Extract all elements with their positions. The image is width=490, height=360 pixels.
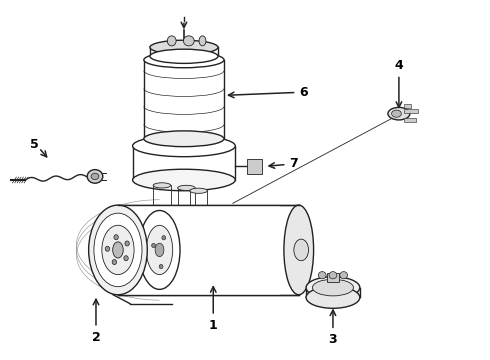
Bar — [404, 109, 418, 113]
Ellipse shape — [133, 169, 235, 191]
Ellipse shape — [124, 256, 128, 261]
Text: 4: 4 — [394, 59, 403, 107]
Ellipse shape — [306, 287, 360, 308]
Ellipse shape — [284, 205, 314, 295]
Ellipse shape — [162, 235, 166, 240]
Ellipse shape — [112, 260, 117, 265]
Ellipse shape — [144, 52, 224, 68]
Ellipse shape — [159, 264, 163, 269]
Ellipse shape — [155, 243, 164, 257]
Text: 1: 1 — [209, 287, 218, 332]
Ellipse shape — [183, 36, 194, 46]
Ellipse shape — [151, 243, 155, 248]
Ellipse shape — [87, 170, 103, 183]
Ellipse shape — [150, 49, 218, 63]
Ellipse shape — [329, 272, 337, 279]
Ellipse shape — [318, 272, 326, 279]
Ellipse shape — [150, 40, 218, 54]
Ellipse shape — [102, 225, 134, 275]
Text: 7: 7 — [269, 157, 298, 170]
Ellipse shape — [199, 36, 206, 46]
Ellipse shape — [94, 213, 142, 287]
Ellipse shape — [294, 239, 309, 261]
FancyBboxPatch shape — [118, 205, 280, 295]
Bar — [306, 288, 360, 297]
Text: 5: 5 — [29, 138, 38, 150]
Ellipse shape — [313, 279, 353, 296]
FancyBboxPatch shape — [247, 159, 262, 174]
Bar — [404, 104, 411, 108]
Ellipse shape — [167, 36, 176, 46]
Ellipse shape — [91, 173, 99, 180]
Ellipse shape — [89, 205, 147, 295]
Ellipse shape — [153, 183, 171, 188]
Ellipse shape — [139, 211, 180, 289]
Ellipse shape — [114, 235, 118, 240]
Ellipse shape — [190, 188, 207, 193]
Ellipse shape — [306, 277, 360, 298]
Ellipse shape — [340, 272, 347, 279]
Bar — [327, 273, 339, 282]
Ellipse shape — [177, 185, 195, 190]
Ellipse shape — [392, 110, 401, 117]
Ellipse shape — [144, 131, 224, 147]
Text: 2: 2 — [92, 299, 100, 343]
Ellipse shape — [388, 107, 410, 120]
Text: 3: 3 — [329, 310, 337, 346]
Ellipse shape — [125, 241, 129, 246]
Ellipse shape — [113, 242, 123, 258]
Ellipse shape — [147, 225, 172, 275]
Bar — [404, 118, 416, 122]
Ellipse shape — [105, 246, 110, 251]
Ellipse shape — [133, 135, 235, 157]
Text: 6: 6 — [228, 86, 308, 99]
